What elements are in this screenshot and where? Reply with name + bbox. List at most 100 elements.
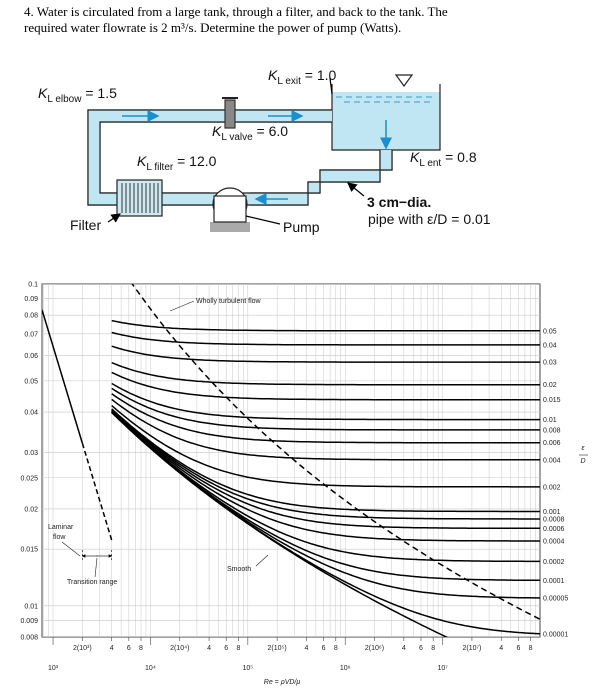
value: = 0.8 — [441, 149, 477, 165]
annotation: flow — [53, 534, 66, 541]
x-axis-label: Re = ρVD/μ — [264, 679, 301, 686]
x-tick-label: 4 — [499, 645, 503, 652]
roughness-label: 0.03 — [543, 360, 557, 367]
y-tick-label: 0.025 — [20, 475, 38, 482]
friction-curve — [111, 411, 540, 563]
subscript: L filter — [146, 162, 174, 173]
loss-coefficient: KL elbow = 1.5 — [38, 85, 117, 105]
x-tick-label: 4 — [110, 645, 114, 652]
friction-curve — [111, 331, 540, 346]
x-tick-label: 6 — [419, 645, 423, 652]
loss-coefficient: KL filter = 12.0 — [137, 153, 217, 173]
value: = 1.0 — [301, 67, 337, 83]
x-tick-label: 8 — [139, 645, 143, 652]
friction-curve — [111, 393, 540, 444]
filter — [116, 179, 163, 217]
y-tick-label: 0.02 — [24, 506, 38, 513]
leader — [107, 213, 121, 223]
x-tick-label: 2(10⁵) — [268, 645, 287, 652]
y-tick-label: 0.09 — [24, 296, 38, 303]
y-tick-label: 0.08 — [24, 313, 38, 320]
filter-fins — [121, 183, 159, 213]
pipe-outline — [87, 109, 393, 206]
laminar-line — [42, 309, 84, 444]
roughness-label: 0.01 — [543, 417, 557, 424]
problem-line: required water flowrate is 2 m³/s. Deter… — [24, 20, 401, 35]
x-tick-label: 2(10⁶) — [365, 645, 384, 652]
roughness-label: 0.0001 — [543, 578, 565, 585]
x-tick-label: 6 — [322, 645, 326, 652]
annotation: Smooth — [227, 566, 251, 573]
friction-curve — [111, 319, 540, 332]
leader — [347, 182, 365, 197]
y-tick-label: 0.008 — [20, 635, 38, 642]
x-tick-label: 4 — [305, 645, 309, 652]
right-axis-label: D — [580, 458, 585, 465]
friction-curve — [111, 408, 540, 513]
value: = 12.0 — [173, 153, 216, 169]
x-tick-label: 8 — [431, 645, 435, 652]
leader — [169, 300, 195, 312]
roughness-label: 0.0004 — [543, 539, 565, 546]
value: = 6.0 — [253, 123, 289, 139]
x-tick-label: 6 — [516, 645, 520, 652]
x-tick-label: 8 — [236, 645, 240, 652]
y-tick-label: 0.05 — [24, 378, 38, 385]
loss-coefficient: KL exit = 1.0 — [268, 67, 337, 87]
symbol: K — [137, 153, 147, 169]
y-tick-label: 0.06 — [24, 353, 38, 360]
leader — [94, 557, 98, 578]
friction-curve — [111, 410, 540, 542]
friction-curve — [111, 362, 540, 386]
y-tick-label: 0.1 — [28, 282, 38, 289]
piping-diagram — [87, 74, 441, 232]
wholly-turbulent-boundary — [131, 284, 540, 621]
y-tick-label: 0.03 — [24, 450, 38, 457]
roughness-label: 0.015 — [543, 397, 561, 404]
symbol: K — [268, 67, 278, 83]
problem-line: 4. Water is circulated from a large tank… — [24, 4, 448, 19]
y-tick-label: 0.009 — [20, 618, 38, 625]
x-tick-label: 10⁶ — [340, 665, 351, 672]
pump-base — [210, 222, 250, 232]
plot-area — [42, 284, 540, 637]
friction-curve — [111, 411, 540, 599]
y-tick-label: 0.04 — [24, 410, 38, 417]
laminar-line-dashed — [81, 443, 113, 541]
y-tick-label: 0.015 — [20, 547, 38, 554]
friction-curve — [111, 387, 540, 431]
leader — [255, 554, 269, 567]
pump-label: Pump — [283, 219, 320, 235]
roughness-label: 0.00005 — [543, 595, 568, 602]
x-tick-label: 10⁵ — [242, 665, 253, 672]
x-tick-label: 10⁷ — [437, 665, 448, 672]
roughness-label: 0.008 — [543, 427, 561, 434]
x-tick-label: 2(10³) — [73, 645, 92, 652]
loss-coefficient: KL ent = 0.8 — [410, 149, 477, 169]
friction-curve — [111, 409, 540, 530]
roughness-label: 0.02 — [543, 382, 557, 389]
filter-label: Filter — [70, 217, 101, 233]
x-tick-label: 6 — [224, 645, 228, 652]
water-level-symbol — [394, 74, 414, 88]
subscript: L exit — [277, 76, 301, 87]
symbol: K — [410, 149, 420, 165]
pipe-label: pipe with ε/D = 0.01 — [368, 211, 491, 227]
x-tick-label: 10⁴ — [145, 665, 156, 672]
friction-curve — [111, 409, 540, 520]
leader — [61, 541, 81, 557]
x-tick-label: 2(10⁷) — [462, 645, 481, 652]
roughness-label: 0.0002 — [543, 559, 565, 566]
x-tick-label: 2(10⁴) — [170, 645, 189, 652]
value: = 1.5 — [81, 85, 117, 101]
roughness-label: 0.00001 — [543, 631, 568, 638]
symbol: K — [212, 123, 222, 139]
friction-curve — [111, 345, 540, 363]
x-tick-label: 8 — [529, 645, 533, 652]
friction-curve — [111, 371, 540, 401]
pipe-label: 3 cm−dia. — [367, 194, 431, 210]
x-tick-label: 8 — [334, 645, 338, 652]
friction-curve — [111, 405, 540, 488]
